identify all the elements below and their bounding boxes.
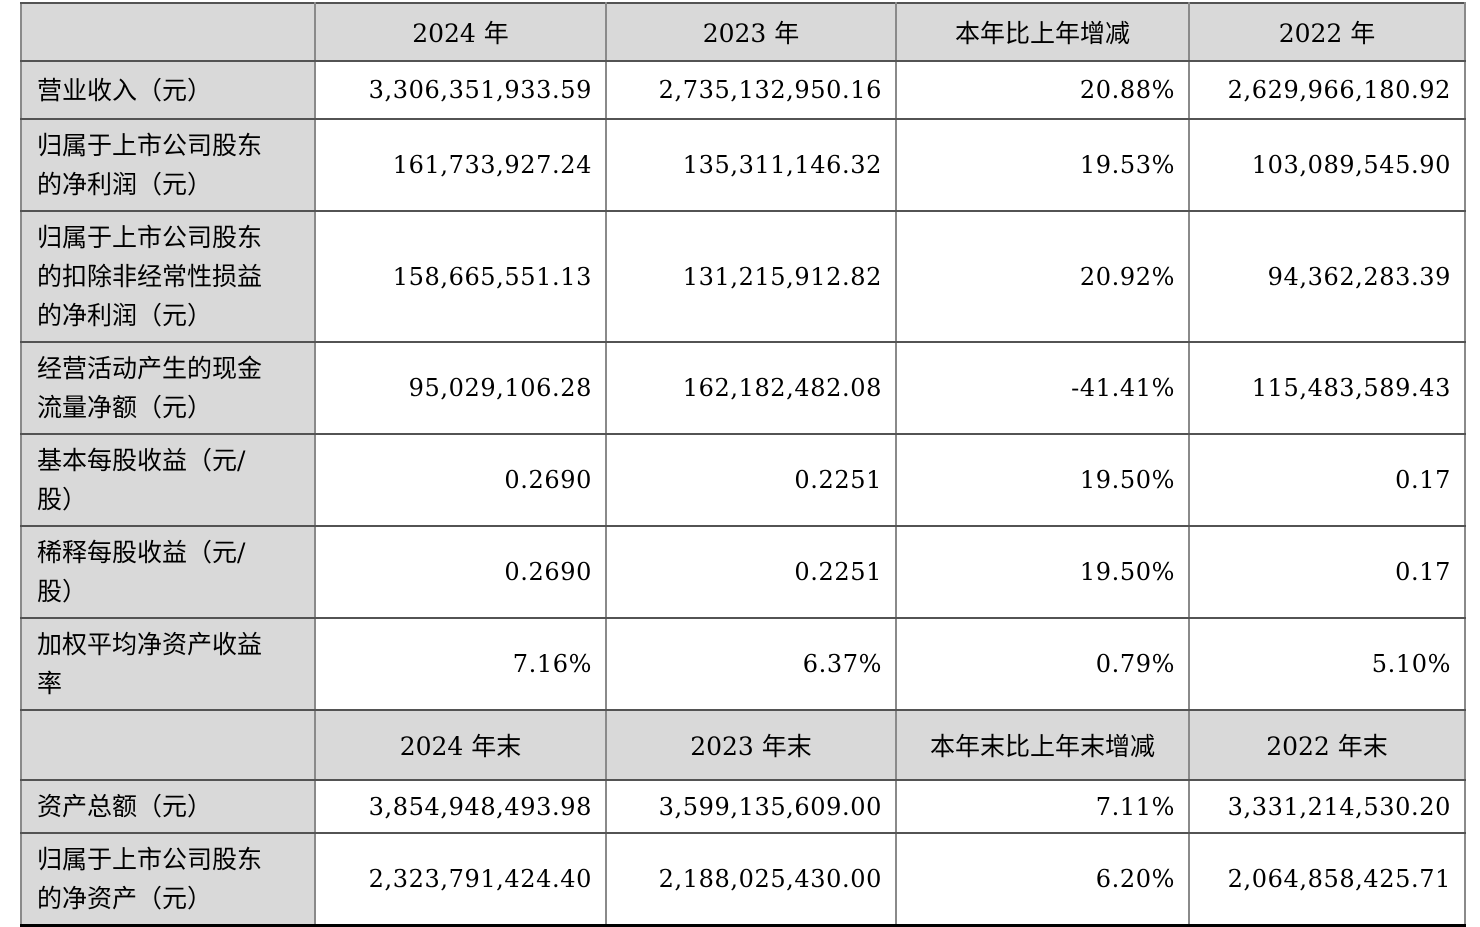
column-header-2024: 2024 年 — [314, 2, 607, 62]
value-cell-2024: 0.2690 — [314, 525, 607, 619]
value-cell-2024: 95,029,106.28 — [314, 341, 607, 435]
table-row-net-assets: 归属于上市公司股东 的净资产（元） 2,323,791,424.40 2,188… — [20, 832, 1466, 927]
column-header-2022-year-end: 2022 年末 — [1188, 709, 1466, 781]
row-label-cell: 归属于上市公司股东 的净利润（元） — [20, 118, 316, 212]
value-cell-2024: 2,323,791,424.40 — [314, 832, 607, 927]
value-cell-change: 19.50% — [895, 433, 1190, 527]
row-label-cell: 资产总额（元） — [20, 779, 316, 834]
row-label-cell: 归属于上市公司股东 的净资产（元） — [20, 832, 316, 927]
value-cell-2023: 2,735,132,950.16 — [605, 60, 897, 120]
column-header-2023: 2023 年 — [605, 2, 897, 62]
table-row-weighted-avg-roe: 加权平均净资产收益 率 7.16% 6.37% 0.79% 5.10% — [20, 617, 1466, 711]
column-header-year-end-change: 本年末比上年末增减 — [895, 709, 1190, 781]
value-cell-2023: 6.37% — [605, 617, 897, 711]
table-row-total-assets: 资产总额（元） 3,854,948,493.98 3,599,135,609.0… — [20, 779, 1466, 834]
value-cell-2024: 3,854,948,493.98 — [314, 779, 607, 834]
value-cell-change: 7.11% — [895, 779, 1190, 834]
column-header-yoy-change: 本年比上年增减 — [895, 2, 1190, 62]
column-header-2022: 2022 年 — [1188, 2, 1466, 62]
value-cell-2023: 3,599,135,609.00 — [605, 779, 897, 834]
value-cell-2023: 162,182,482.08 — [605, 341, 897, 435]
value-cell-2022: 2,629,966,180.92 — [1188, 60, 1466, 120]
value-cell-change: 20.92% — [895, 210, 1190, 343]
value-cell-change: 0.79% — [895, 617, 1190, 711]
row-label-cell: 稀释每股收益（元/ 股） — [20, 525, 316, 619]
row-label-cell: 加权平均净资产收益 率 — [20, 617, 316, 711]
row-label-cell: 基本每股收益（元/ 股） — [20, 433, 316, 527]
column-header-2024-year-end: 2024 年末 — [314, 709, 607, 781]
value-cell-2022: 94,362,283.39 — [1188, 210, 1466, 343]
table-row-operating-cash-flow: 经营活动产生的现金 流量净额（元） 95,029,106.28 162,182,… — [20, 341, 1466, 435]
value-cell-change: 20.88% — [895, 60, 1190, 120]
value-cell-2022: 115,483,589.43 — [1188, 341, 1466, 435]
value-cell-2023: 131,215,912.82 — [605, 210, 897, 343]
financial-summary-table-container: 2024 年 2023 年 本年比上年增减 2022 年 营业收入（元） 3,3… — [20, 2, 1466, 927]
value-cell-2023: 135,311,146.32 — [605, 118, 897, 212]
table-row-diluted-eps: 稀释每股收益（元/ 股） 0.2690 0.2251 19.50% 0.17 — [20, 525, 1466, 619]
value-cell-2022: 0.17 — [1188, 525, 1466, 619]
value-cell-2023: 0.2251 — [605, 525, 897, 619]
header-empty-cell — [20, 2, 316, 62]
key-accounting-data-table: 2024 年 2023 年 本年比上年增减 2022 年 营业收入（元） 3,3… — [20, 2, 1466, 927]
value-cell-2024: 158,665,551.13 — [314, 210, 607, 343]
table-row-basic-eps: 基本每股收益（元/ 股） 0.2690 0.2251 19.50% 0.17 — [20, 433, 1466, 527]
value-cell-2024: 0.2690 — [314, 433, 607, 527]
table-row-revenue: 营业收入（元） 3,306,351,933.59 2,735,132,950.1… — [20, 60, 1466, 120]
table-row-net-profit: 归属于上市公司股东 的净利润（元） 161,733,927.24 135,311… — [20, 118, 1466, 212]
value-cell-2023: 2,188,025,430.00 — [605, 832, 897, 927]
header-row-annual: 2024 年 2023 年 本年比上年增减 2022 年 — [20, 2, 1466, 62]
value-cell-2024: 161,733,927.24 — [314, 118, 607, 212]
value-cell-2024: 7.16% — [314, 617, 607, 711]
header-empty-cell — [20, 709, 316, 781]
value-cell-2022: 103,089,545.90 — [1188, 118, 1466, 212]
value-cell-2024: 3,306,351,933.59 — [314, 60, 607, 120]
value-cell-2022: 0.17 — [1188, 433, 1466, 527]
value-cell-change: 19.53% — [895, 118, 1190, 212]
row-label-cell: 归属于上市公司股东 的扣除非经常性损益 的净利润（元） — [20, 210, 316, 343]
value-cell-change: -41.41% — [895, 341, 1190, 435]
header-row-year-end: 2024 年末 2023 年末 本年末比上年末增减 2022 年末 — [20, 709, 1466, 781]
value-cell-2022: 5.10% — [1188, 617, 1466, 711]
table-row-net-profit-excl-nonrecurring: 归属于上市公司股东 的扣除非经常性损益 的净利润（元） 158,665,551.… — [20, 210, 1466, 343]
value-cell-2023: 0.2251 — [605, 433, 897, 527]
value-cell-2022: 2,064,858,425.71 — [1188, 832, 1466, 927]
row-label-cell: 营业收入（元） — [20, 60, 316, 120]
row-label-cell: 经营活动产生的现金 流量净额（元） — [20, 341, 316, 435]
column-header-2023-year-end: 2023 年末 — [605, 709, 897, 781]
value-cell-change: 6.20% — [895, 832, 1190, 927]
value-cell-2022: 3,331,214,530.20 — [1188, 779, 1466, 834]
value-cell-change: 19.50% — [895, 525, 1190, 619]
